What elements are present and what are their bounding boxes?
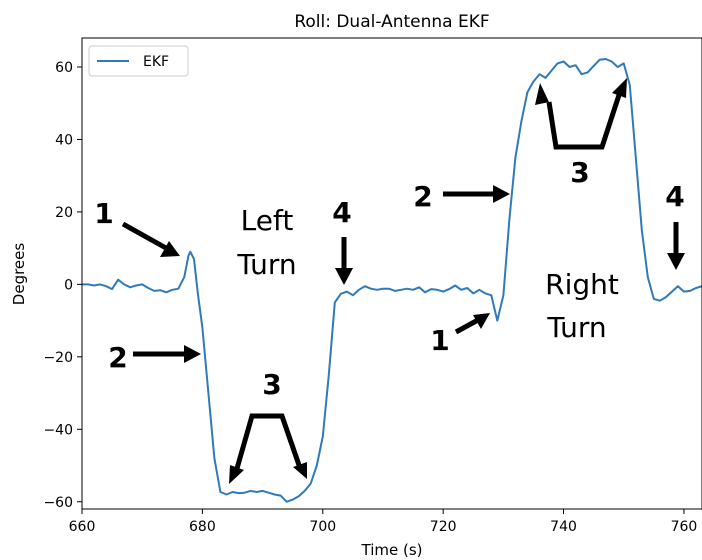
x-tick-label: 740 [550, 519, 577, 535]
right-marker-1: 1 [430, 324, 449, 357]
x-tick-label: 660 [69, 519, 96, 535]
arrow-left-2 [133, 345, 201, 363]
y-tick-label: 40 [55, 132, 73, 148]
legend-box [88, 45, 189, 77]
y-axis-ticks: −60 −40 −20 0 20 40 60 [43, 60, 82, 511]
right-marker-4: 4 [665, 180, 684, 213]
right-marker-2: 2 [413, 180, 432, 213]
annotations: Left Turn Right Turn 1 2 3 4 1 2 3 4 [94, 78, 685, 484]
x-tick-label: 720 [430, 519, 457, 535]
left-marker-3: 3 [262, 368, 281, 401]
plot-area-frame [81, 37, 702, 510]
chart-title: Roll: Dual-Antenna EKF [294, 12, 489, 32]
y-tick-label: 60 [55, 60, 73, 76]
legend-label-ekf: EKF [143, 54, 169, 70]
arrow-right-2 [443, 185, 510, 203]
x-axis-ticks: 660 680 700 720 740 760 [69, 509, 698, 535]
left-marker-2: 2 [108, 341, 127, 374]
y-tick-label: 0 [64, 277, 73, 293]
left-marker-1: 1 [94, 197, 113, 230]
arrow-right-4 [667, 222, 685, 270]
ekf-series-line [82, 58, 702, 503]
arrow-right-1 [454, 313, 490, 335]
y-axis-label: Degrees [10, 243, 28, 306]
left-turn-label-line2: Turn [236, 248, 296, 281]
arrow-right-3 [535, 78, 627, 150]
left-marker-4: 4 [332, 196, 351, 229]
x-tick-label: 760 [671, 519, 698, 535]
x-axis-label: Time (s) [361, 541, 423, 559]
right-turn-label-line1: Right [545, 268, 619, 301]
x-tick-label: 700 [309, 519, 336, 535]
left-turn-label-line1: Left [241, 204, 294, 237]
y-tick-label: −20 [43, 350, 73, 366]
y-tick-label: 20 [55, 205, 73, 221]
y-tick-label: −60 [43, 495, 73, 511]
x-tick-label: 680 [189, 519, 216, 535]
y-tick-label: −40 [43, 422, 73, 438]
right-turn-label-line2: Turn [546, 311, 606, 344]
arrow-left-4 [335, 237, 353, 285]
arrow-left-1 [121, 221, 180, 257]
legend: EKF [88, 45, 189, 77]
arrow-left-3 [229, 413, 307, 484]
right-marker-3: 3 [570, 156, 589, 189]
